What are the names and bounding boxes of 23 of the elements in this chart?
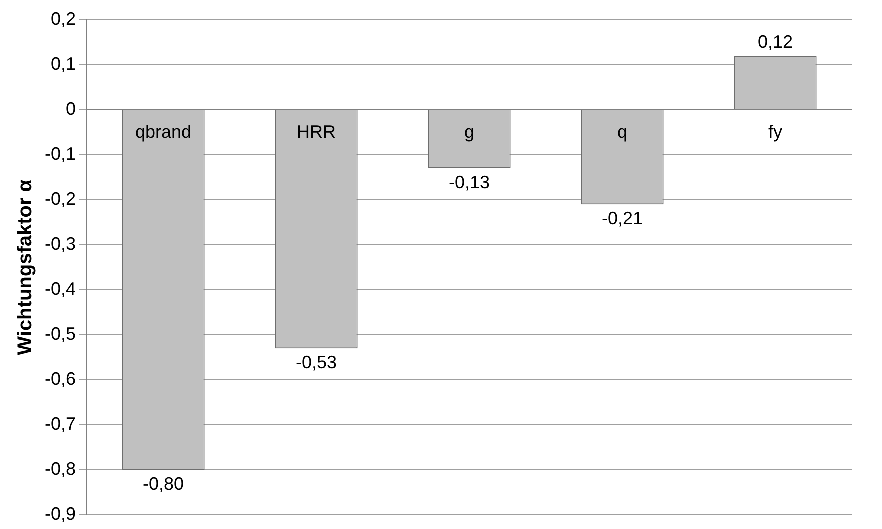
x-tick-label: q <box>617 122 628 142</box>
y-tick-label: -0,7 <box>44 414 76 434</box>
y-tick-label: -0,1 <box>44 144 76 164</box>
x-tick-label: qbrand <box>135 122 192 142</box>
y-tick-label: -0,4 <box>44 279 76 300</box>
y-tick-label: -0,3 <box>44 234 76 254</box>
data-label: -0,80 <box>143 474 184 494</box>
data-label: -0,13 <box>448 172 490 193</box>
y-tick-label: -0,8 <box>44 459 76 480</box>
y-tick-label: 0,2 <box>50 8 76 29</box>
x-tick-label: HRR <box>297 122 336 142</box>
y-tick-label: -0,5 <box>44 324 76 344</box>
y-tick-label: 0 <box>66 99 76 120</box>
data-label: -0,21 <box>602 208 644 229</box>
x-tick-label: fy <box>768 122 783 142</box>
y-tick-label: -0,2 <box>44 189 76 210</box>
data-label: 0,12 <box>758 32 794 52</box>
y-tick-label: 0,1 <box>50 54 76 74</box>
x-tick-label: g <box>464 122 475 142</box>
y-tick-label: -0,9 <box>44 504 76 524</box>
y-tick-label: -0,6 <box>44 369 76 390</box>
data-label: -0,53 <box>296 352 338 373</box>
y-axis-title: Wichtungsfaktor α <box>14 179 37 356</box>
